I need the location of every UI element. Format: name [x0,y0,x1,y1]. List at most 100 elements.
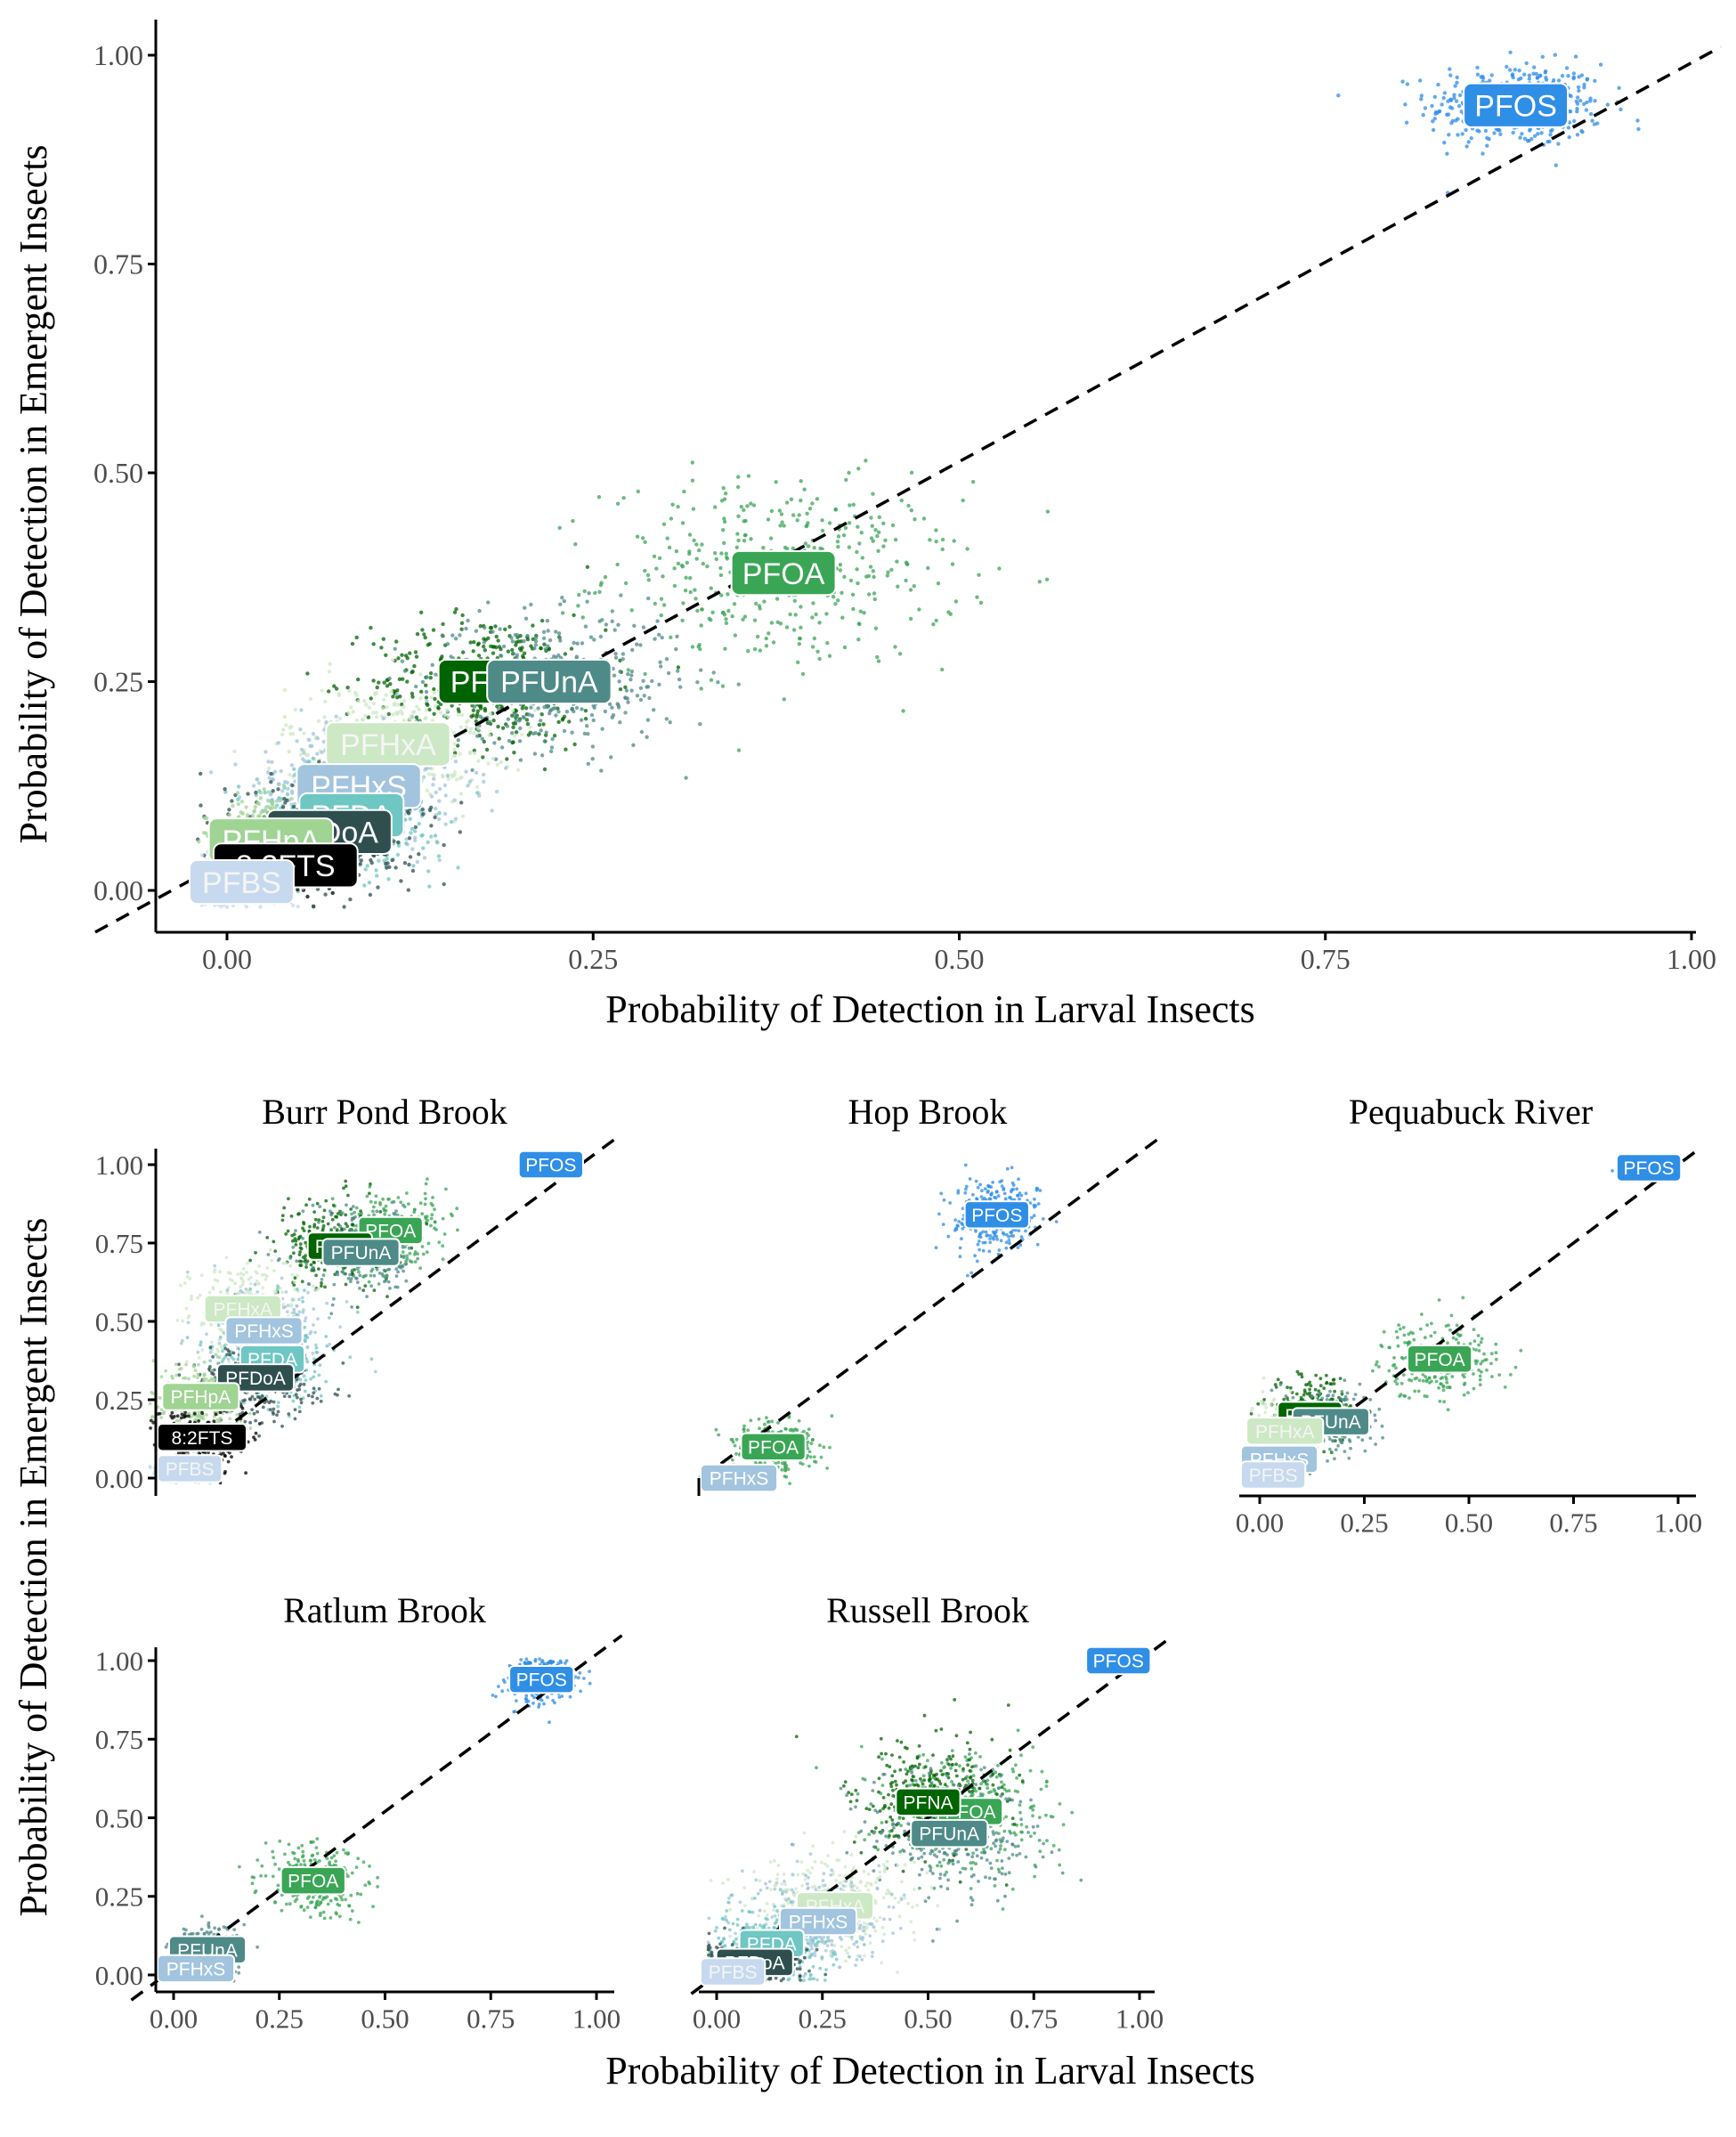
data-point [694,597,698,601]
data-point [638,697,644,703]
data-point [677,677,682,682]
data-point [610,705,614,710]
data-point [1519,76,1523,81]
data-point [546,644,550,648]
data-point [1544,76,1548,80]
data-point [519,648,523,653]
data-point [451,730,457,735]
data-point [1423,106,1428,110]
data-point [749,501,753,506]
data-point [296,887,300,892]
data-point [235,791,240,795]
data-point [381,637,385,641]
data-point [1592,122,1597,126]
data-point [351,710,355,714]
data-point [698,722,702,727]
data-point [847,470,851,475]
data-point [477,608,482,613]
data-point [524,718,530,722]
data-point [616,703,621,708]
data-point [1433,110,1439,115]
data-point [1582,102,1586,107]
data-point [436,854,442,858]
data-point [519,639,523,644]
data-point [1044,577,1050,581]
data-point [800,671,806,677]
data-point [487,719,492,724]
data-point [928,538,932,542]
data-point [761,546,766,550]
data-point [1457,93,1463,98]
label-pfos: PFOS [1463,82,1570,128]
data-point [560,596,564,600]
data-point [564,710,570,714]
data-point [722,613,727,617]
data-point [395,711,400,716]
data-point [386,711,391,717]
data-point [363,867,368,872]
data-point [632,623,637,628]
data-point [208,770,214,775]
data-point [653,637,657,641]
data-point [467,730,473,735]
data-point [736,538,741,543]
data-point [583,717,588,721]
data-point [430,662,434,667]
data-point [386,877,391,882]
data-point [721,528,726,532]
data-point [876,548,880,553]
data-point [387,676,392,681]
data-point [682,489,686,494]
data-point [1466,140,1471,144]
data-point [271,789,275,793]
data-point [769,621,775,625]
data-point [282,714,288,719]
data-point [705,564,710,569]
data-point [483,625,487,630]
data-point [533,636,539,640]
data-point [367,881,372,885]
data-point [413,838,418,843]
data-point [452,798,457,802]
data-point [236,797,240,802]
data-point [521,715,526,719]
data-point [742,508,746,512]
data-point [598,582,604,588]
data-point [419,689,424,694]
data-point [970,480,976,484]
data-point [1492,131,1497,135]
data-point [997,566,1002,571]
label-text: PFOA [742,557,825,591]
data-point [1432,94,1438,100]
data-point [897,652,903,656]
data-point [380,706,385,711]
data-point [548,638,553,643]
data-point [478,624,483,629]
data-point [1618,107,1623,112]
data-point [886,570,890,574]
data-point [660,635,664,640]
data-point [1454,99,1459,103]
data-point [539,719,543,723]
data-point [1595,121,1600,126]
data-point [466,618,470,623]
data-point [643,671,647,677]
data-point [267,776,272,780]
data-point [591,718,596,723]
data-point [664,657,669,662]
data-point [486,761,491,766]
data-point [640,536,645,540]
data-point [820,528,825,533]
data-point [1431,119,1435,124]
data-point [1571,75,1577,80]
data-point [433,696,437,702]
data-point [542,739,548,743]
data-point [725,557,730,561]
data-point [413,829,418,833]
data-point [838,568,843,573]
data-point [806,521,810,525]
data-point [810,645,815,649]
data-point [1635,118,1640,123]
data-point [842,574,847,579]
data-point [1585,100,1589,105]
